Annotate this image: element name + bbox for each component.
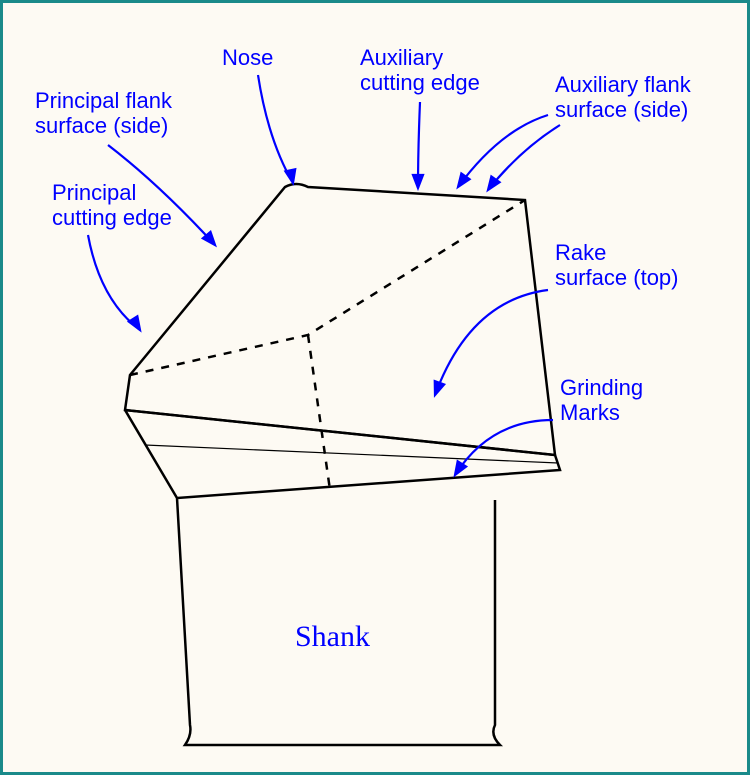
- diagram-frame: Nose Auxiliary cutting edge Auxiliary fl…: [0, 0, 750, 775]
- label-rake-surface: Rake surface (top): [555, 240, 679, 291]
- label-grinding-marks: Grinding Marks: [560, 375, 643, 426]
- label-aux-flank: Auxiliary flank surface (side): [555, 72, 691, 123]
- label-principal-cutting: Principal cutting edge: [52, 180, 172, 231]
- label-principal-flank: Principal flank surface (side): [35, 88, 172, 139]
- label-shank: Shank: [295, 620, 370, 654]
- label-nose: Nose: [222, 45, 273, 70]
- label-aux-cutting-edge: Auxiliary cutting edge: [360, 45, 480, 96]
